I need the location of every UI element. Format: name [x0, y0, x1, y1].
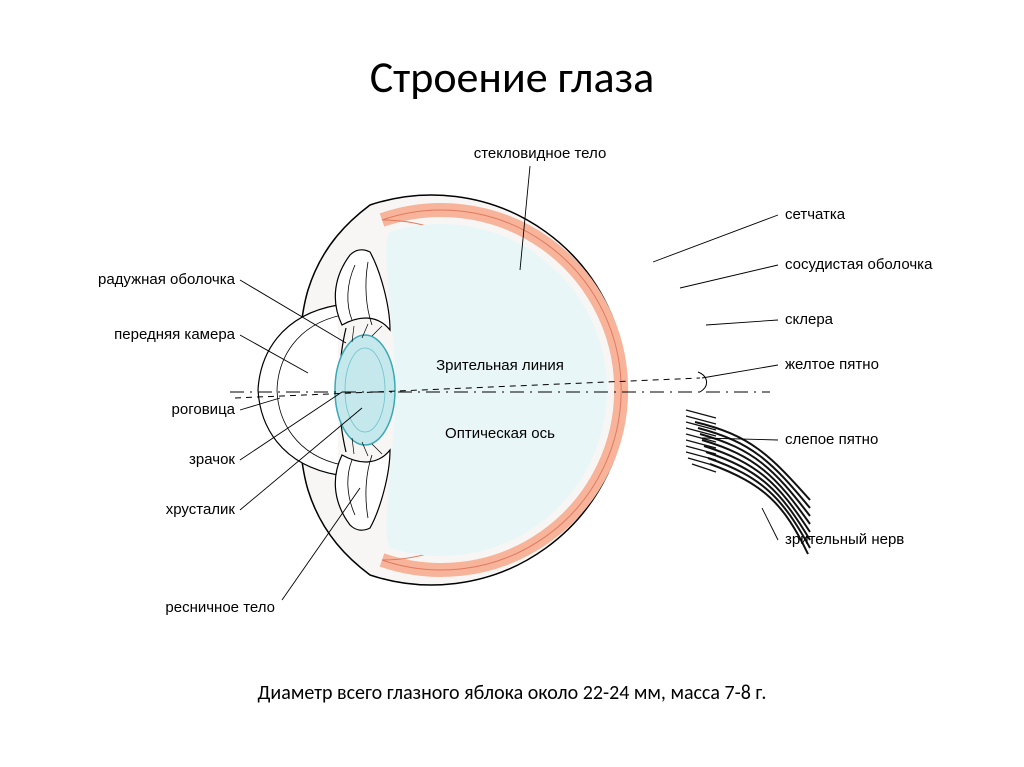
page: Строение глаза [0, 0, 1024, 767]
label-optical-axis: Оптическая ось [420, 426, 580, 443]
label-cornea: роговица [70, 402, 235, 419]
label-visual-line: Зрительная линия [420, 358, 580, 375]
label-retina: сетчатка [785, 207, 845, 224]
lens-shape [335, 335, 395, 445]
label-optic-nerve: зрительный нерв [785, 532, 904, 549]
label-choroid: сосудистая оболочка [785, 257, 932, 274]
caption: Диаметр всего глазного яблока около 22-2… [0, 681, 1024, 705]
label-anterior-chamber: передняя камера [70, 327, 235, 344]
cornea-shape [258, 305, 342, 475]
leaders-right [653, 215, 778, 540]
label-pupil: зрачок [70, 452, 235, 469]
label-ciliary-body: ресничное тело [110, 600, 275, 617]
label-macula: желтое пятно [785, 357, 879, 374]
label-lens: хрусталик [70, 502, 235, 519]
label-vitreous: стекловидное тело [450, 146, 630, 163]
macula-shape [698, 372, 707, 392]
label-blind-spot: слепое пятно [785, 432, 878, 449]
label-sclera: склера [785, 312, 833, 329]
eye-diagram: радужная оболочка передняя камера рогови… [50, 140, 974, 660]
label-iris: радужная оболочка [70, 272, 235, 289]
page-title: Строение глаза [0, 50, 1024, 104]
